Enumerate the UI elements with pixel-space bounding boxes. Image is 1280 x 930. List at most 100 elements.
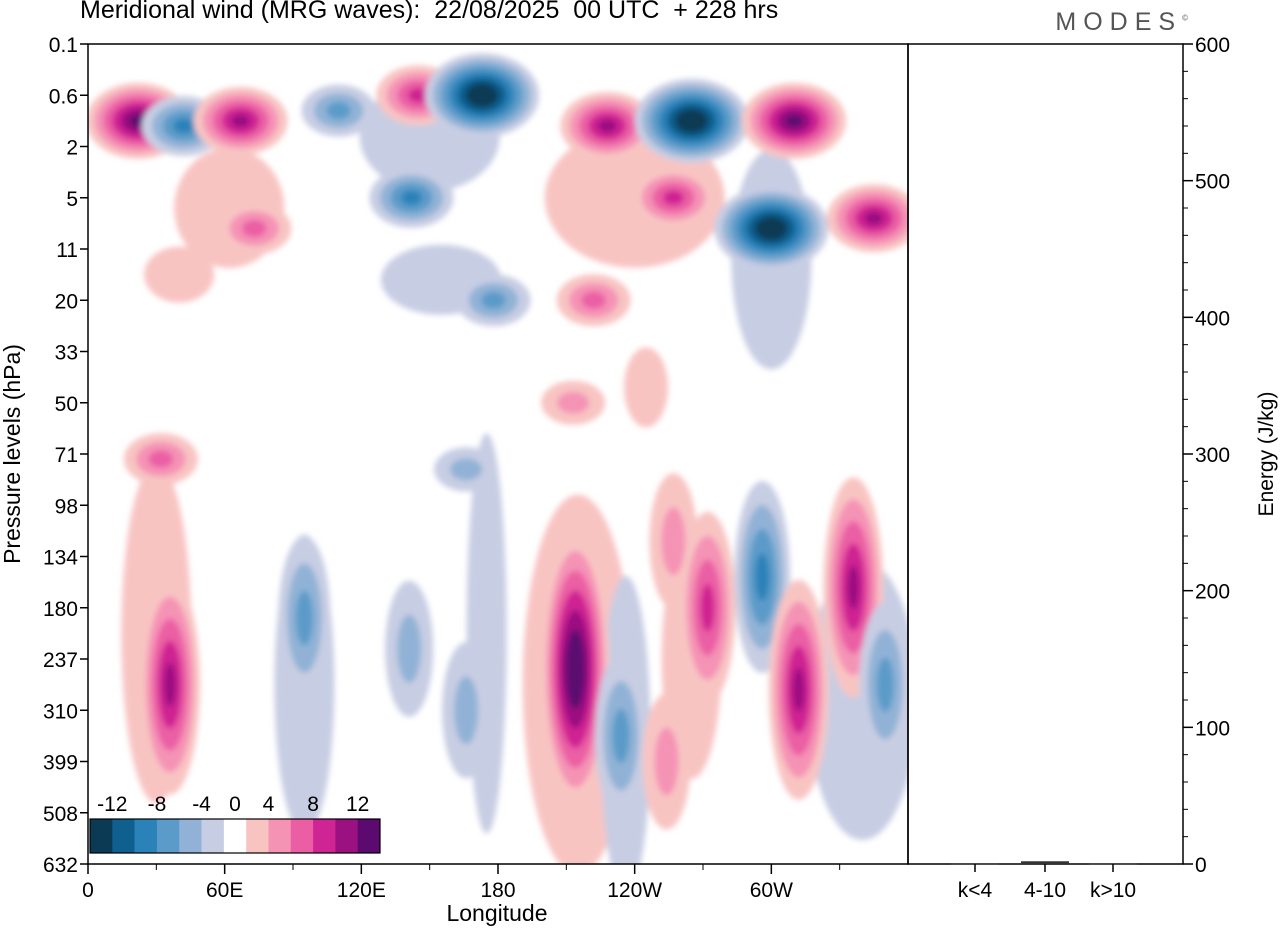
colorbar: -12 -8 -4 0 4 8 12 — [89, 793, 381, 854]
energy-bars — [951, 861, 1137, 865]
y-tick-label: 20 — [55, 290, 78, 313]
brand-mark: © — [1182, 13, 1188, 23]
colorbar-cells — [90, 819, 381, 853]
colorbar-cell — [156, 819, 180, 853]
contour-level — [173, 118, 195, 134]
colorbar-label: 8 — [307, 793, 319, 816]
energy-y-tick-label: 500 — [1195, 171, 1230, 194]
x-tick-label: 120E — [337, 879, 386, 902]
y-tick-label: 11 — [56, 239, 78, 262]
brand-logo: MODES© — [1055, 8, 1188, 37]
y-tick-label: 310 — [43, 700, 78, 723]
energy-y-tick-label: 600 — [1195, 34, 1230, 57]
colorbar-cell — [134, 819, 158, 853]
energy-panel: k<4 4-10 k>10 0 100 200 300 400 500 600 Energy (… — [907, 34, 1278, 902]
colorbar-label: -12 — [97, 793, 127, 816]
contour-level — [785, 114, 803, 128]
energy-y-axis: 0 100 200 300 400 500 600 — [1183, 34, 1230, 877]
energy-y-tick-label: 300 — [1195, 444, 1230, 467]
energy-y-tick-label: 0 — [1195, 854, 1207, 877]
x-tick-label: 0 — [82, 879, 94, 902]
contour-level — [581, 291, 606, 309]
y-tick-label: 0.6 — [49, 85, 78, 108]
contour-band — [624, 347, 669, 428]
colorbar-cell — [179, 819, 202, 853]
contour-level — [241, 219, 267, 238]
contour-level — [295, 590, 314, 646]
y-tick-label: 632 — [43, 854, 78, 877]
contour-level — [763, 222, 780, 235]
contour-level — [164, 662, 176, 707]
contour-level — [662, 190, 684, 206]
y-axis: 0.1 0.6 2 5 11 20 33 50 71 98 134 180 237 310 399 508 63… — [43, 34, 88, 877]
colorbar-label: 4 — [263, 793, 275, 816]
energy-bar — [951, 863, 999, 865]
colorbar-cell — [112, 819, 135, 853]
colorbar-cell — [290, 819, 314, 853]
x-axis: 0 60E 120E 180 120W 60W — [82, 864, 841, 902]
contour-level — [400, 190, 422, 206]
energy-bar — [1089, 863, 1137, 865]
energy-y-tick-label: 400 — [1195, 307, 1230, 330]
y-tick-label: 0.1 — [49, 34, 78, 57]
contour-band — [144, 246, 215, 303]
energy-x-axis: k<4 4-10 k>10 — [958, 864, 1136, 902]
contour-level — [612, 708, 630, 764]
x-tick-label: 120W — [607, 879, 662, 902]
colorbar-cell — [268, 819, 292, 853]
colorbar-cell — [357, 819, 381, 853]
energy-frame — [907, 43, 1184, 865]
y-tick-label: 2 — [66, 137, 78, 160]
contour-level — [481, 291, 506, 309]
y-tick-label: 180 — [43, 598, 78, 621]
y-tick-label: 5 — [66, 188, 78, 211]
y-tick-label: 33 — [55, 342, 78, 365]
y-tick-label: 399 — [43, 752, 78, 775]
contour-level — [557, 391, 590, 414]
energy-y-tick-label: 100 — [1195, 717, 1230, 740]
energy-bar — [1021, 861, 1069, 864]
contour-level — [326, 101, 351, 120]
energy-y-tick-label: 200 — [1195, 581, 1230, 604]
contour-level — [397, 614, 422, 683]
x-tick-label: 60W — [750, 879, 793, 902]
colorbar-cell — [313, 819, 336, 853]
colorbar-label: -4 — [192, 793, 211, 816]
energy-x-tick-label: k>10 — [1090, 879, 1136, 902]
colorbar-label: 0 — [229, 793, 241, 816]
y-tick-label: 71 — [55, 444, 78, 467]
heatmap-panel: 0 60E 120E 180 120W 60W 0.1 0.6 2 5 11 20 33 50 71 98 1… — [0, 34, 909, 926]
contour-level — [597, 119, 617, 133]
contour-level — [454, 676, 479, 745]
energy-axis-label: Energy (J/kg) — [1255, 392, 1278, 517]
contour-level — [450, 458, 483, 481]
contour-level — [661, 507, 686, 576]
energy-x-tick-label: k<4 — [958, 879, 993, 902]
contour-level — [407, 87, 429, 103]
y-axis-label: Pressure levels (hPa) — [0, 344, 25, 564]
colorbar-label: -8 — [148, 793, 167, 816]
page-title: Meridional wind (MRG waves): 22/08/2025 … — [80, 0, 779, 24]
y-tick-label: 134 — [43, 547, 78, 570]
y-tick-label: 98 — [55, 495, 78, 518]
colorbar-labels: -12 -8 -4 0 4 8 12 — [97, 793, 369, 816]
energy-x-tick-label: 4-10 — [1024, 879, 1066, 902]
colorbar-cell — [223, 819, 247, 853]
contour-level — [755, 553, 770, 601]
y-tick-label: 50 — [55, 393, 78, 416]
contour-level — [864, 211, 884, 226]
colorbar-cell — [201, 819, 225, 853]
colorbar-cell — [335, 819, 358, 853]
colorbar-frame — [89, 818, 381, 854]
brand-name: MODES — [1055, 8, 1183, 36]
colorbar-label: 12 — [346, 793, 369, 816]
contour-level — [683, 114, 700, 127]
contour-level — [570, 649, 581, 689]
contour-level — [473, 89, 491, 102]
x-axis-label: Longitude — [446, 900, 547, 926]
colorbar-cell — [90, 819, 113, 853]
contour-level — [847, 565, 860, 610]
y-tick-label: 508 — [43, 803, 78, 826]
colorbar-cell — [246, 819, 269, 853]
